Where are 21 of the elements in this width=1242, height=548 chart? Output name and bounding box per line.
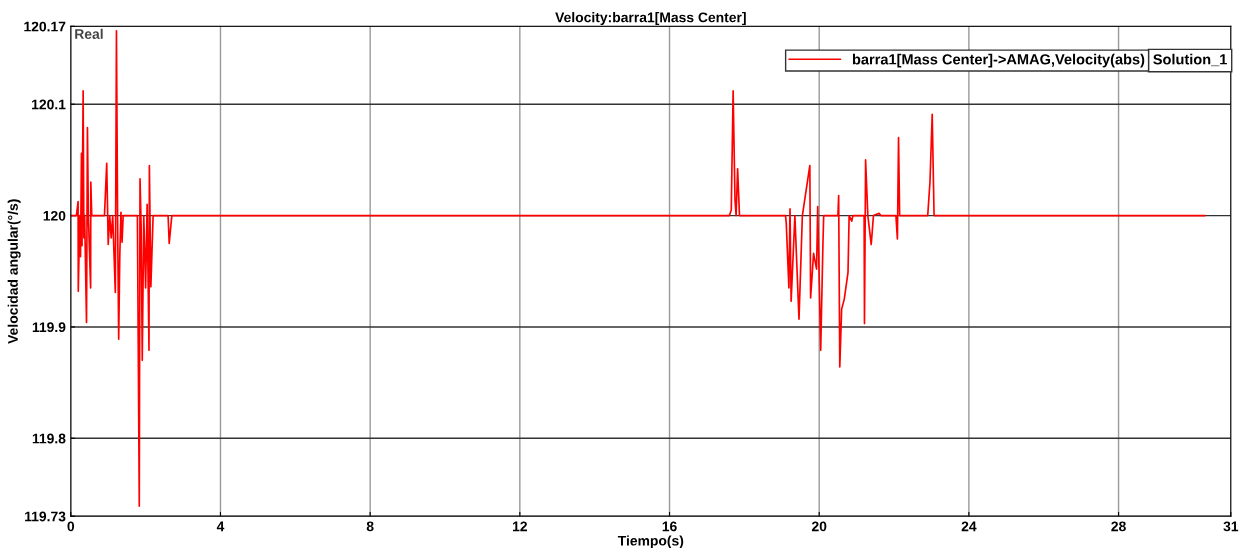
y-tick-label: 119.8 [32,433,66,444]
y-tick-label: 119.9 [32,322,66,333]
x-tick-label: 0 [67,521,75,532]
x-axis-title: Tiempo(s) [617,535,684,548]
y-tick-label: 119.73 [25,511,66,522]
x-tick-label: 8 [366,521,374,532]
x-tick-label: 12 [512,521,528,532]
y-axis-title: Velocidad angular(°/s) [7,199,21,344]
x-tick-label: 31 [1223,521,1239,532]
y-tick-label: 120 [43,210,66,221]
chart-title: Velocity:barra1[Mass Center] [555,12,746,26]
x-tick-label: 28 [1111,521,1126,532]
x-tick-label: 24 [961,521,977,532]
legend-label: barra1[Mass Center]->AMAG,Velocity(abs) [852,53,1145,68]
y-tick-label: 120.1 [32,99,66,110]
x-tick-label: 20 [811,521,827,532]
annotation: Solution_1 [1153,53,1227,67]
y-tick-label: 120.17 [24,21,66,32]
x-tick-label: 16 [662,521,677,532]
annotation: Real [75,28,103,39]
x-tick-label: 4 [216,521,225,532]
